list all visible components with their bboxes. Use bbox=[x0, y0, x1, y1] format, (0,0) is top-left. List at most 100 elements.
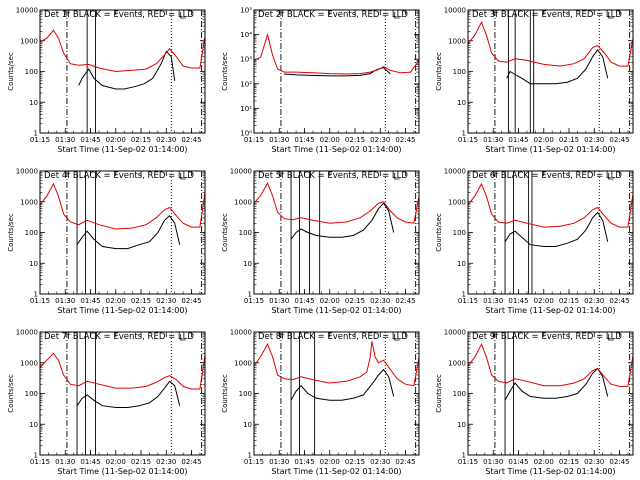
series-lld-line bbox=[467, 342, 634, 387]
x-tick-label: 01:45 bbox=[294, 136, 314, 144]
y-axis-label: Counts/sec bbox=[7, 374, 15, 413]
y-tick-label: 100 bbox=[453, 68, 466, 76]
x-tick-label: 01:15 bbox=[458, 297, 478, 305]
series-lld-line bbox=[253, 32, 420, 75]
x-tick-label: 02:00 bbox=[106, 136, 126, 144]
x-tick-label: 01:15 bbox=[244, 136, 264, 144]
x-tick-label: 02:45 bbox=[181, 136, 201, 144]
x-tick-label: 02:30 bbox=[156, 136, 176, 144]
x-tick-label: 01:45 bbox=[80, 458, 100, 466]
series-lld-line bbox=[467, 20, 634, 67]
y-tick-label: 1 bbox=[34, 291, 38, 299]
panel-title: Det 2f BLACK = Events, RED = LLD bbox=[258, 10, 408, 20]
y-tick-label: 100 bbox=[239, 229, 252, 237]
series-events-line bbox=[76, 380, 181, 408]
y-tick-label: 10¹ bbox=[240, 105, 252, 113]
x-tick-label: 02:00 bbox=[320, 297, 340, 305]
bracket-mark bbox=[394, 173, 400, 180]
detector-panel-2: Det 2f BLACK = Events, RED = LLD Counts/s… bbox=[221, 7, 420, 154]
panel-title: Det 7f BLACK = Events, RED = LLD bbox=[44, 332, 194, 342]
x-tick-label: 02:45 bbox=[609, 136, 629, 144]
bracket-mark bbox=[180, 173, 186, 180]
y-tick-label: 10000 bbox=[16, 168, 38, 176]
series-lld-line bbox=[467, 182, 634, 228]
x-tick-label: 02:45 bbox=[181, 458, 201, 466]
y-tick-label: 10⁵ bbox=[240, 7, 252, 15]
x-tick-label: 02:15 bbox=[345, 136, 365, 144]
x-tick-label: 02:00 bbox=[106, 297, 126, 305]
plot-frame bbox=[39, 9, 206, 134]
detector-panel-6: Det 6f BLACK = Events, RED = LLD Counts/s… bbox=[435, 168, 634, 315]
x-axis-label: Start Time (11-Sep-02 01:14:00) bbox=[57, 306, 187, 315]
x-tick-label: 01:45 bbox=[80, 297, 100, 305]
y-tick-label: 100 bbox=[239, 390, 252, 398]
x-tick-label: 01:15 bbox=[30, 458, 50, 466]
series-lld-line bbox=[253, 182, 420, 224]
x-axis-label: Start Time (11-Sep-02 01:14:00) bbox=[57, 145, 187, 154]
y-tick-label: 10 bbox=[457, 99, 466, 107]
x-axis-label: Start Time (11-Sep-02 01:14:00) bbox=[57, 467, 187, 476]
series-events-line bbox=[290, 202, 395, 240]
y-tick-label: 1000 bbox=[448, 359, 466, 367]
plot-frame bbox=[467, 170, 634, 295]
x-tick-label: 02:45 bbox=[609, 458, 629, 466]
y-tick-label: 1 bbox=[462, 452, 466, 460]
x-tick-label: 01:30 bbox=[483, 136, 503, 144]
y-tick-label: 10 bbox=[243, 421, 252, 429]
x-tick-label: 01:45 bbox=[508, 297, 528, 305]
plot-frame bbox=[253, 331, 420, 456]
x-tick-label: 01:30 bbox=[55, 458, 75, 466]
x-tick-label: 02:00 bbox=[534, 136, 554, 144]
x-tick-label: 01:30 bbox=[55, 136, 75, 144]
plot-frame bbox=[467, 331, 634, 456]
panel-title: Det 5f BLACK = Events, RED = LLD bbox=[258, 171, 408, 181]
x-axis-label: Start Time (11-Sep-02 01:14:00) bbox=[485, 306, 615, 315]
panel-title: Det 3f BLACK = Events, RED = LLD bbox=[472, 10, 622, 20]
y-tick-label: 1000 bbox=[20, 198, 38, 206]
y-tick-label: 1 bbox=[34, 452, 38, 460]
x-tick-label: 02:15 bbox=[131, 458, 151, 466]
y-tick-label: 1 bbox=[34, 130, 38, 138]
x-tick-label: 01:30 bbox=[483, 458, 503, 466]
y-tick-label: 1000 bbox=[234, 198, 252, 206]
bracket-mark bbox=[608, 173, 614, 180]
y-tick-label: 1 bbox=[462, 291, 466, 299]
x-tick-label: 02:45 bbox=[609, 297, 629, 305]
x-tick-label: 02:15 bbox=[131, 297, 151, 305]
y-tick-label: 10 bbox=[243, 260, 252, 268]
x-tick-label: 02:30 bbox=[584, 297, 604, 305]
x-tick-label: 01:30 bbox=[269, 297, 289, 305]
x-tick-label: 01:15 bbox=[30, 297, 50, 305]
panel-title: Det 6f BLACK = Events, RED = LLD bbox=[472, 171, 622, 181]
y-tick-label: 10000 bbox=[444, 168, 466, 176]
series-lld-line bbox=[39, 352, 206, 390]
x-axis-label: Start Time (11-Sep-02 01:14:00) bbox=[271, 145, 401, 154]
x-tick-label: 02:15 bbox=[345, 297, 365, 305]
bracket-mark bbox=[180, 334, 186, 341]
x-tick-label: 01:15 bbox=[244, 458, 264, 466]
bracket-mark bbox=[394, 334, 400, 341]
y-tick-label: 100 bbox=[25, 390, 38, 398]
x-tick-label: 01:45 bbox=[508, 458, 528, 466]
x-tick-label: 02:45 bbox=[395, 458, 415, 466]
x-tick-label: 02:30 bbox=[584, 458, 604, 466]
series-lld-line bbox=[39, 182, 206, 230]
panel-title: Det 8f BLACK = Events, RED = LLD bbox=[258, 332, 408, 342]
plot-frame bbox=[467, 9, 634, 134]
detector-panel-9: Det 9f BLACK = Events, RED = LLD Counts/s… bbox=[435, 329, 634, 476]
y-tick-label: 1000 bbox=[234, 359, 252, 367]
y-tick-label: 1000 bbox=[448, 198, 466, 206]
y-tick-label: 10 bbox=[29, 99, 38, 107]
x-tick-label: 02:30 bbox=[370, 297, 390, 305]
detector-panel-5: Det 5f BLACK = Events, RED = LLD Counts/s… bbox=[221, 168, 420, 315]
y-axis-label: Counts/sec bbox=[221, 52, 229, 91]
y-tick-label: 10² bbox=[240, 80, 252, 88]
x-tick-label: 01:45 bbox=[80, 136, 100, 144]
y-axis-label: Counts/sec bbox=[221, 213, 229, 252]
y-tick-label: 100 bbox=[453, 229, 466, 237]
y-tick-label: 10⁰ bbox=[240, 130, 252, 138]
y-tick-label: 10⁴ bbox=[240, 31, 252, 39]
y-tick-label: 10 bbox=[29, 260, 38, 268]
detector-panel-3: Det 3f BLACK = Events, RED = LLD Counts/s… bbox=[435, 7, 634, 154]
y-axis-label: Counts/sec bbox=[435, 52, 443, 91]
